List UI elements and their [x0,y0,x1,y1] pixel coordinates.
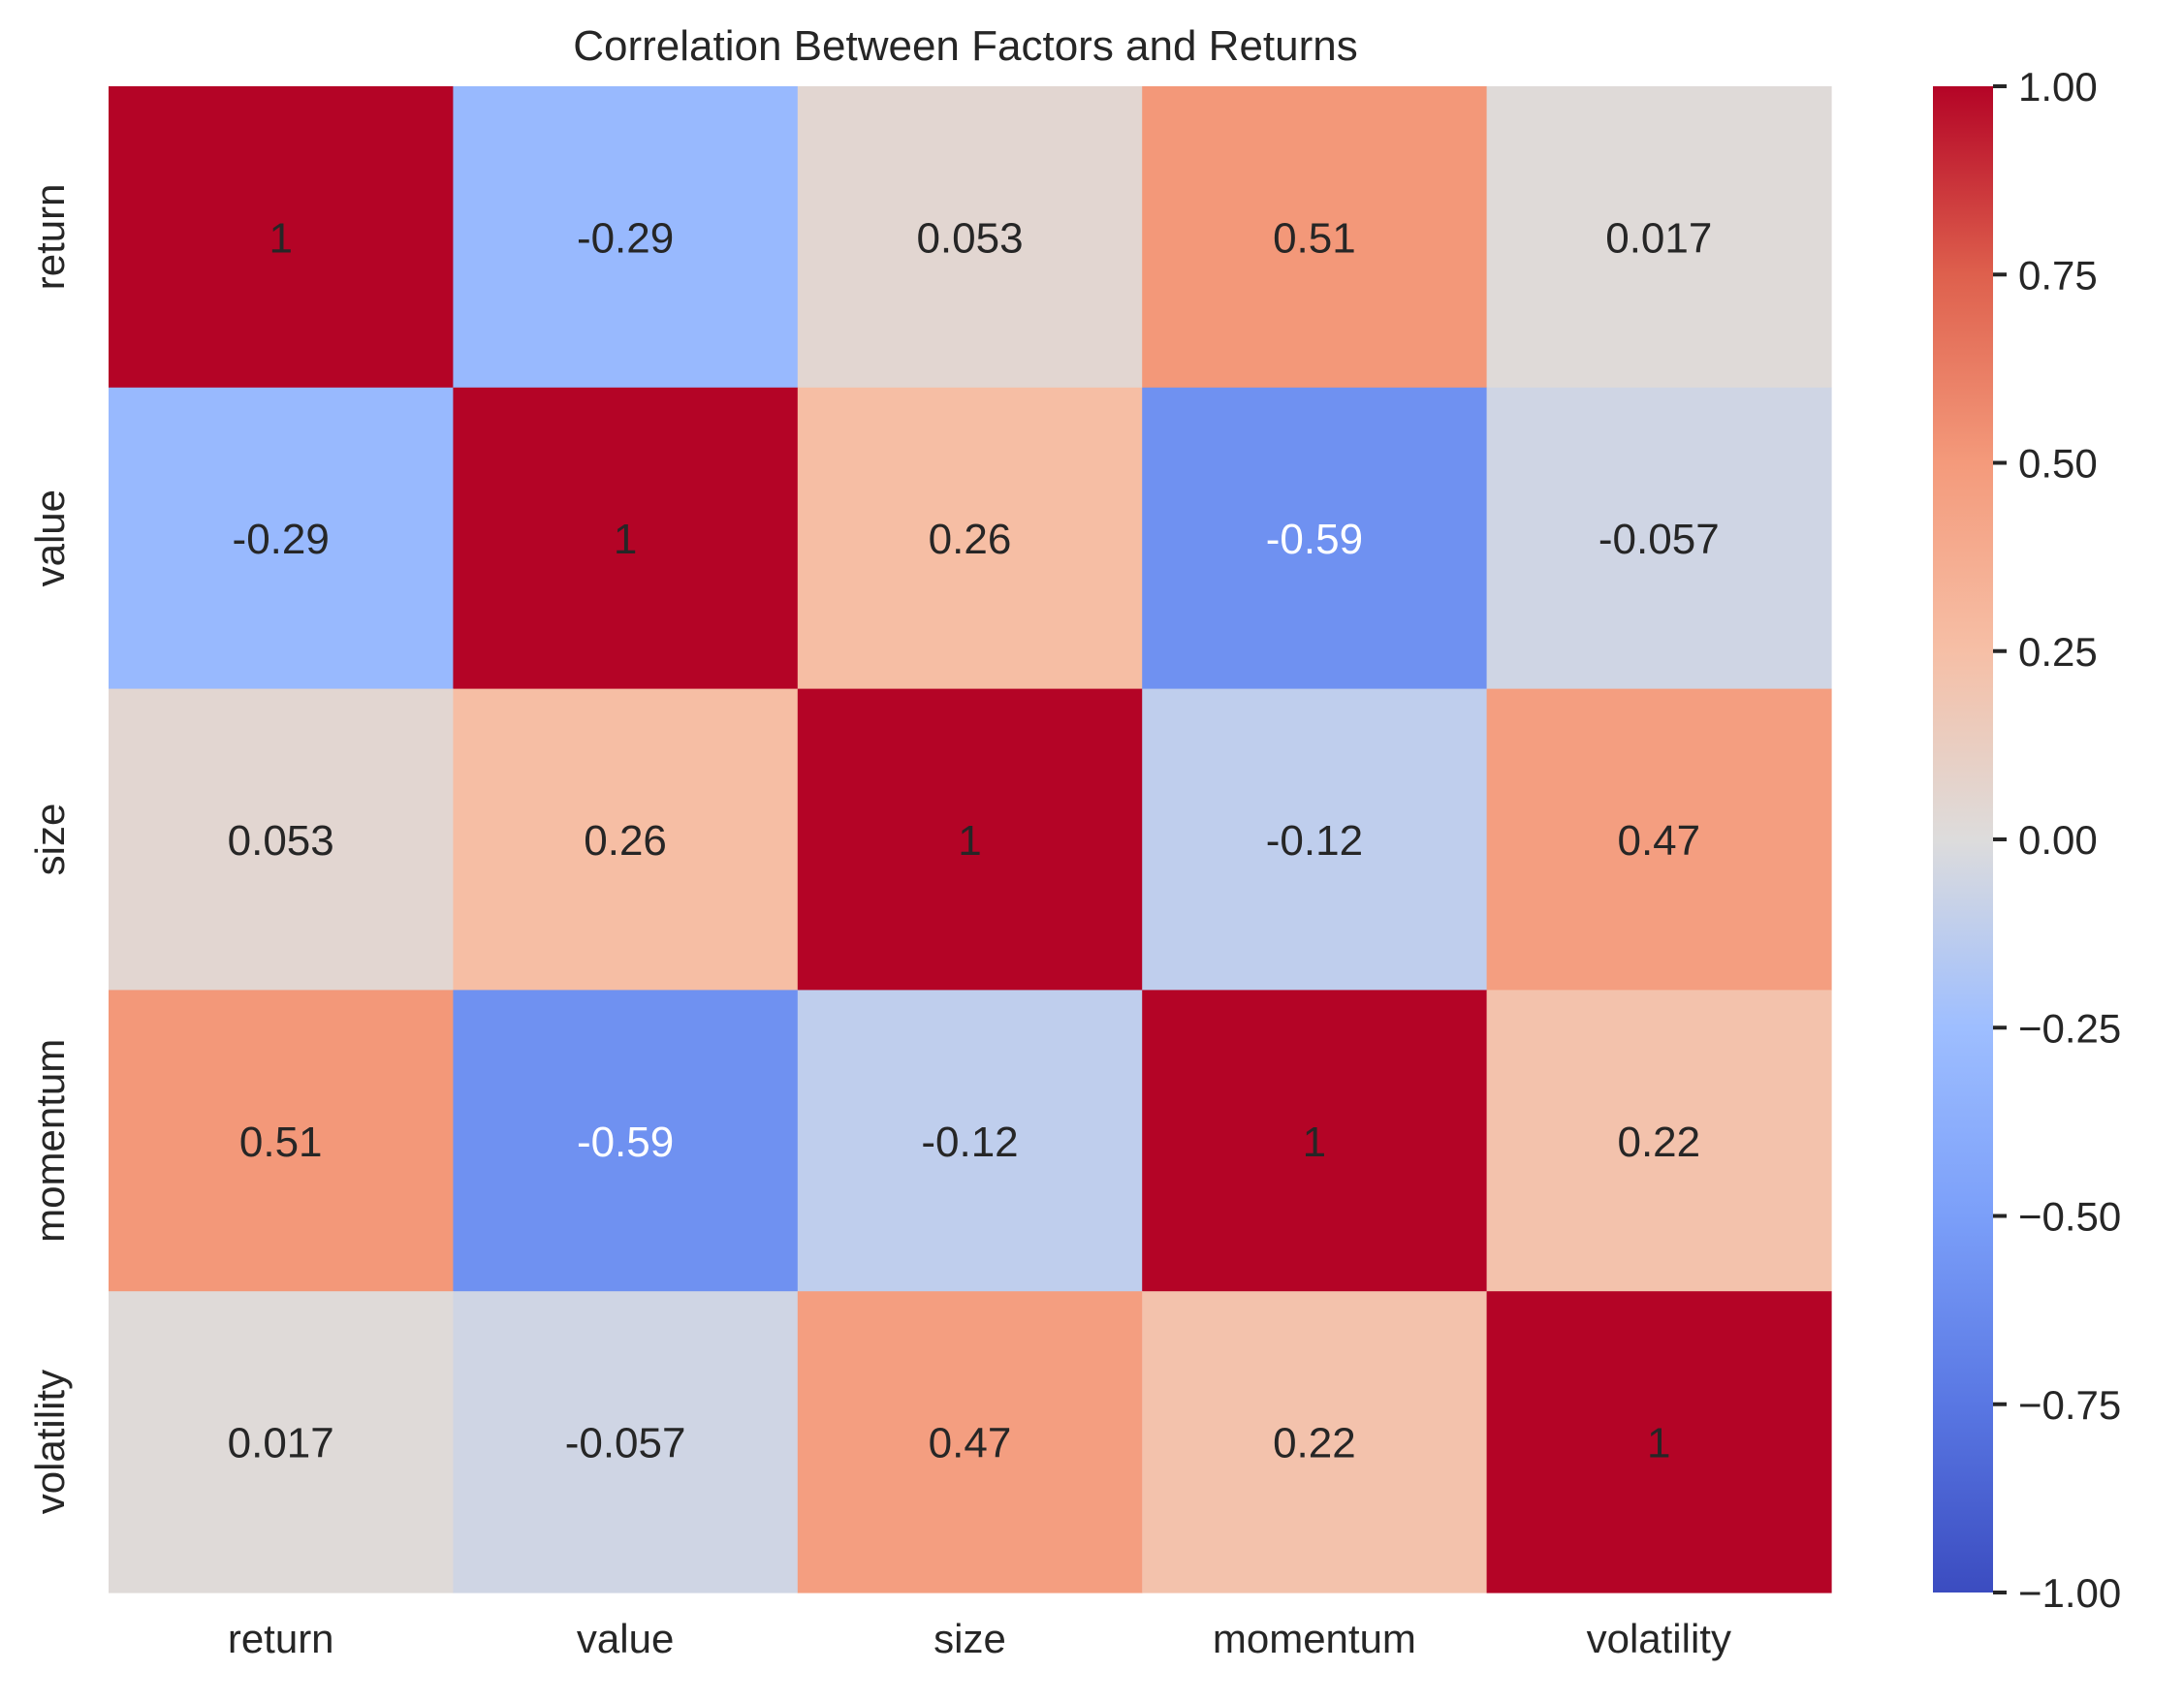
heatmap-cell [797,688,1143,991]
heatmap-cell [1142,688,1488,991]
heatmap-cell [1142,1291,1488,1593]
heatmap-cell-label: -0.59 [577,1119,674,1166]
heatmap-cell [1486,387,1832,690]
x-tick-label: value [577,1616,674,1661]
heatmap-cell-label: 1 [958,817,981,865]
heatmap-cell-label: 1 [614,516,637,563]
x-axis-tick-labels: return value size momentum volatility [228,1616,1731,1661]
heatmap-cell [453,990,799,1292]
heatmap-cell-label: 0.26 [929,516,1012,563]
heatmap-cell-label: -0.12 [921,1119,1018,1166]
colorbar-tick-label: 0.50 [2018,441,2098,487]
heatmap-cell [453,86,799,389]
colorbar-ticks: 1.00 0.75 0.50 0.25 0.00 −0.25 −0.50 −0.75 −1.00 [1993,64,2121,1616]
heatmap-cell [109,990,454,1292]
y-axis-tick-labels: return value size momentum volatility [27,184,73,1515]
heatmap-cell [1486,990,1832,1292]
heatmap-cell [109,86,454,389]
heatmap-cell-label: 0.47 [1617,817,1700,865]
heatmap-cell-label: 0.26 [584,817,667,865]
heatmap-cell-label: -0.057 [565,1420,686,1467]
heatmap-cell [109,688,454,991]
heatmap-cell [1142,86,1488,389]
heatmap-cell-label: -0.12 [1266,817,1363,865]
heatmap-cell-label: 0.47 [929,1420,1012,1467]
colorbar-tick-label: 0.25 [2018,629,2098,675]
colorbar [1933,86,1993,1593]
heatmap-cell-label: 1 [269,214,292,262]
heatmap-cell [109,1291,454,1593]
heatmap-cell [1142,387,1488,690]
x-tick-label: return [228,1616,334,1661]
heatmap-cell-label: 0.22 [1273,1420,1356,1467]
colorbar-tick-label: −0.25 [2018,1005,2121,1051]
heatmap-cell [797,990,1143,1292]
y-tick-label: volatility [27,1370,73,1514]
x-tick-label: momentum [1213,1616,1416,1661]
colorbar-tick-label: 1.00 [2018,64,2098,110]
heatmap-cell [1486,86,1832,389]
heatmap-cell-label: 0.017 [228,1420,334,1467]
heatmap-cell-label: 1 [1647,1420,1670,1467]
x-tick-label: size [934,1616,1006,1661]
heatmap-cell-label: -0.59 [1266,516,1363,563]
heatmap-cell-label: 1 [1303,1119,1326,1166]
heatmap-cell-label: 0.51 [239,1119,323,1166]
heatmap-cell [453,387,799,690]
heatmap-cell [1142,990,1488,1292]
colorbar-tick-label: −1.00 [2018,1570,2121,1616]
heatmap-cell-label: -0.057 [1598,516,1720,563]
heatmap-cell [797,387,1143,690]
colorbar-tick-label: 0.00 [2018,817,2098,863]
heatmap-cell [453,1291,799,1593]
heatmap-cell-label: 0.22 [1617,1119,1700,1166]
colorbar-tick-label: 0.75 [2018,252,2098,298]
heatmap-cell-label: 0.51 [1273,214,1356,262]
heatmap-cell [453,688,799,991]
heatmap-cell-label: 0.053 [916,214,1023,262]
heatmap-cell [797,1291,1143,1593]
heatmap-cell [1486,688,1832,991]
y-tick-label: size [27,804,73,876]
heatmap-cells [109,86,1832,1593]
chart-title: Correlation Between Factors and Returns [573,22,1358,70]
heatmap-cell-label: -0.29 [233,516,330,563]
heatmap-cell-label: 0.017 [1605,214,1712,262]
heatmap-cell-label: -0.29 [577,214,674,262]
heatmap-cell [109,387,454,690]
heatmap-cell-label: 0.053 [228,817,334,865]
heatmap-cell [797,86,1143,389]
colorbar-tick-label: −0.50 [2018,1194,2121,1240]
y-tick-label: momentum [27,1039,73,1243]
colorbar-tick-label: −0.75 [2018,1382,2121,1428]
x-tick-label: volatility [1587,1616,1731,1661]
y-tick-label: value [27,489,73,586]
heatmap-cell [1486,1291,1832,1593]
y-tick-label: return [27,184,73,291]
heatmap-cell-labels: 1 -0.29 0.053 0.51 0.017 -0.29 1 0.26 -0.59 -0.05… [228,214,1720,1466]
